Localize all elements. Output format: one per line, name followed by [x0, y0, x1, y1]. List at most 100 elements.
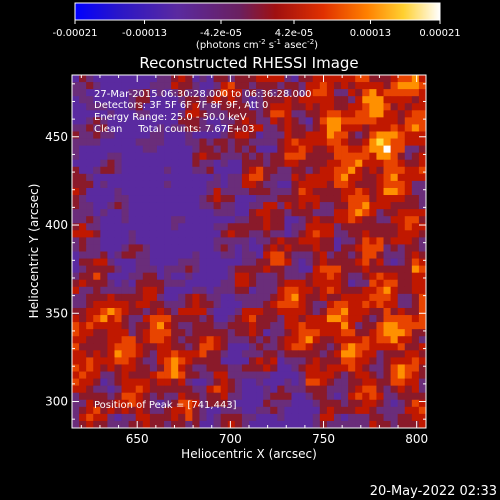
heatmap-cell [355, 364, 363, 372]
heatmap-cell [199, 159, 207, 168]
heatmap-cell [142, 209, 151, 217]
heatmap-cell [404, 364, 413, 372]
heatmap-cell [369, 279, 377, 288]
heatmap-cell [369, 152, 377, 161]
heatmap-cell [79, 159, 87, 168]
heatmap-cell [263, 145, 271, 154]
heatmap-cell [341, 202, 349, 210]
heatmap-cell [404, 293, 413, 302]
heatmap-cell [114, 293, 122, 302]
heatmap-cell [149, 103, 158, 111]
heatmap-cell [171, 110, 179, 118]
heatmap-cell [220, 307, 229, 316]
heatmap-cell [333, 195, 342, 203]
heatmap-cell [362, 343, 370, 351]
heatmap-cell [93, 145, 101, 154]
heatmap-cell [291, 138, 299, 146]
heatmap-cell [149, 307, 158, 316]
heatmap-cell [135, 195, 144, 203]
heatmap-cell [284, 329, 292, 337]
heatmap-cell [164, 145, 172, 154]
heatmap-cell [355, 392, 363, 401]
heatmap-cell [369, 124, 377, 132]
heatmap-cell [199, 286, 207, 295]
heatmap-cell [333, 180, 342, 189]
heatmap-cell [128, 378, 137, 387]
heatmap-cell [376, 131, 384, 139]
heatmap-cell [213, 378, 222, 387]
heatmap-cell [305, 82, 314, 90]
heatmap-cell [418, 265, 426, 274]
heatmap-cell [362, 350, 370, 358]
heatmap-cell [142, 124, 151, 132]
heatmap-cell [72, 180, 80, 189]
heatmap-cell [107, 124, 115, 132]
heatmap-cell [86, 89, 94, 97]
heatmap-cell [107, 230, 115, 238]
heatmap-cell [249, 392, 257, 401]
heatmap-cell [270, 322, 278, 330]
heatmap-cell [397, 209, 406, 217]
heatmap-cell [241, 420, 250, 428]
heatmap-cell [333, 293, 342, 302]
heatmap-cell [291, 286, 299, 295]
heatmap-cell [100, 378, 108, 387]
heatmap-cell [220, 138, 229, 146]
heatmap-cell [241, 75, 250, 83]
heatmap-cell [298, 307, 307, 316]
heatmap-cell [312, 202, 321, 210]
heatmap-cell [135, 124, 144, 132]
heatmap-cell [206, 300, 214, 309]
heatmap-cell [192, 180, 200, 189]
heatmap-cell [298, 180, 307, 189]
heatmap-cell [142, 300, 151, 309]
heatmap-cell [383, 187, 391, 196]
heatmap-cell [185, 96, 193, 104]
heatmap-cell [418, 293, 426, 302]
heatmap-cell [270, 413, 278, 422]
heatmap-cell [348, 420, 356, 428]
heatmap-cell [149, 364, 158, 372]
heatmap-cell [149, 322, 158, 330]
heatmap-cell [192, 272, 200, 281]
heatmap-cell [178, 131, 186, 139]
heatmap-cell [348, 75, 356, 83]
heatmap-cell [319, 258, 328, 267]
heatmap-cell [93, 272, 101, 281]
heatmap-cell [326, 131, 335, 139]
heatmap-cell [192, 364, 200, 372]
heatmap-cell [341, 385, 349, 394]
heatmap-cell [263, 420, 271, 428]
heatmap-cell [93, 82, 101, 90]
heatmap-cell [326, 159, 335, 168]
heatmap-cell [256, 357, 264, 365]
heatmap-cell [348, 187, 356, 196]
heatmap-cell [128, 89, 137, 97]
heatmap-cell [284, 131, 292, 139]
heatmap-cell [72, 307, 80, 316]
heatmap-cell [227, 413, 236, 422]
heatmap-cell [369, 420, 377, 428]
heatmap-cell [178, 293, 186, 302]
heatmap-cell [270, 293, 278, 302]
heatmap-cell [326, 357, 335, 365]
heatmap-cell [199, 89, 207, 97]
heatmap-cell [86, 216, 94, 224]
heatmap-cell [277, 96, 285, 104]
heatmap-cell [418, 145, 426, 154]
heatmap-cell [312, 392, 321, 401]
heatmap-cell [341, 329, 349, 337]
heatmap-cell [114, 82, 122, 90]
heatmap-cell [192, 223, 200, 231]
heatmap-cell [149, 180, 158, 189]
heatmap-cell [213, 89, 222, 97]
heatmap-cell [263, 96, 271, 104]
heatmap-cell [107, 371, 115, 379]
heatmap-cell [369, 406, 377, 415]
heatmap-cell [149, 131, 158, 139]
heatmap-cell [234, 138, 243, 146]
heatmap-cell [142, 420, 151, 428]
heatmap-cell [348, 237, 356, 245]
heatmap-cell [185, 357, 193, 365]
heatmap-cell [107, 209, 115, 217]
